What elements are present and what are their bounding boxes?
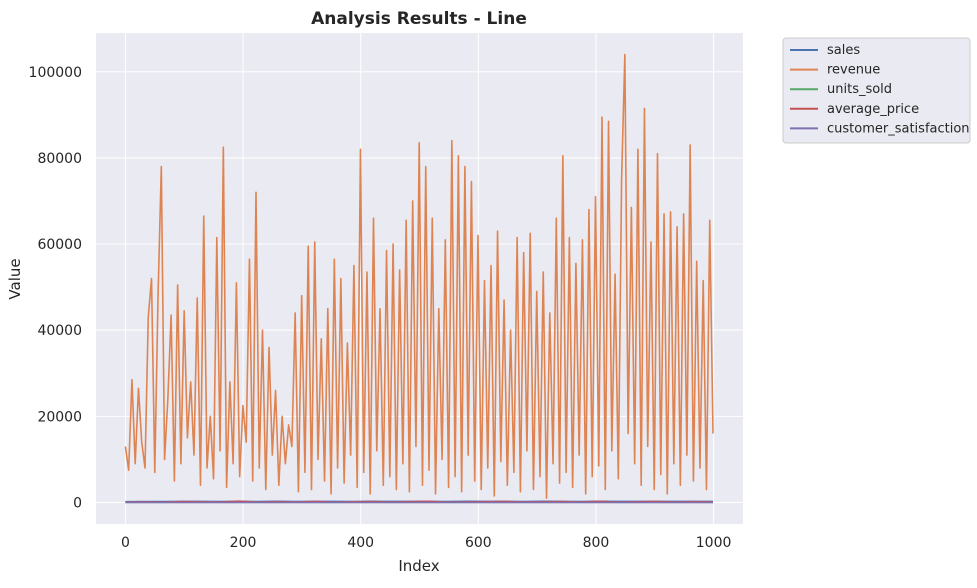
legend-label: sales [827, 43, 860, 58]
y-tick-label: 20000 [37, 409, 82, 425]
x-tick-label: 600 [465, 535, 492, 551]
x-tick-label: 400 [347, 535, 374, 551]
legend-label: average_price [827, 102, 919, 117]
x-tick-label: 1000 [696, 535, 732, 551]
x-tick-label: 800 [583, 535, 610, 551]
x-axis-label: Index [398, 557, 439, 575]
legend: sales revenue units_sold average_pricecusto… [783, 38, 970, 143]
y-tick-labels: 0 20000 40000 60000 80000 100000 [29, 65, 82, 512]
legend-label: revenue [827, 63, 880, 78]
y-tick-label: 60000 [37, 237, 82, 253]
y-axis-label: Value [6, 258, 24, 299]
y-tick-label: 40000 [37, 323, 82, 339]
y-tick-label: 80000 [37, 151, 82, 167]
y-tick-label: 0 [73, 495, 82, 511]
x-tick-label: 200 [230, 535, 257, 551]
legend-label: customer_satisfaction [827, 121, 970, 136]
legend-label: units_sold [827, 82, 892, 97]
chart-title: Analysis Results - Line [311, 9, 527, 29]
y-tick-label: 100000 [29, 65, 82, 81]
x-tick-label: 0 [121, 535, 130, 551]
x-tick-labels: 0 200 400 600 800 1000 [121, 535, 731, 551]
